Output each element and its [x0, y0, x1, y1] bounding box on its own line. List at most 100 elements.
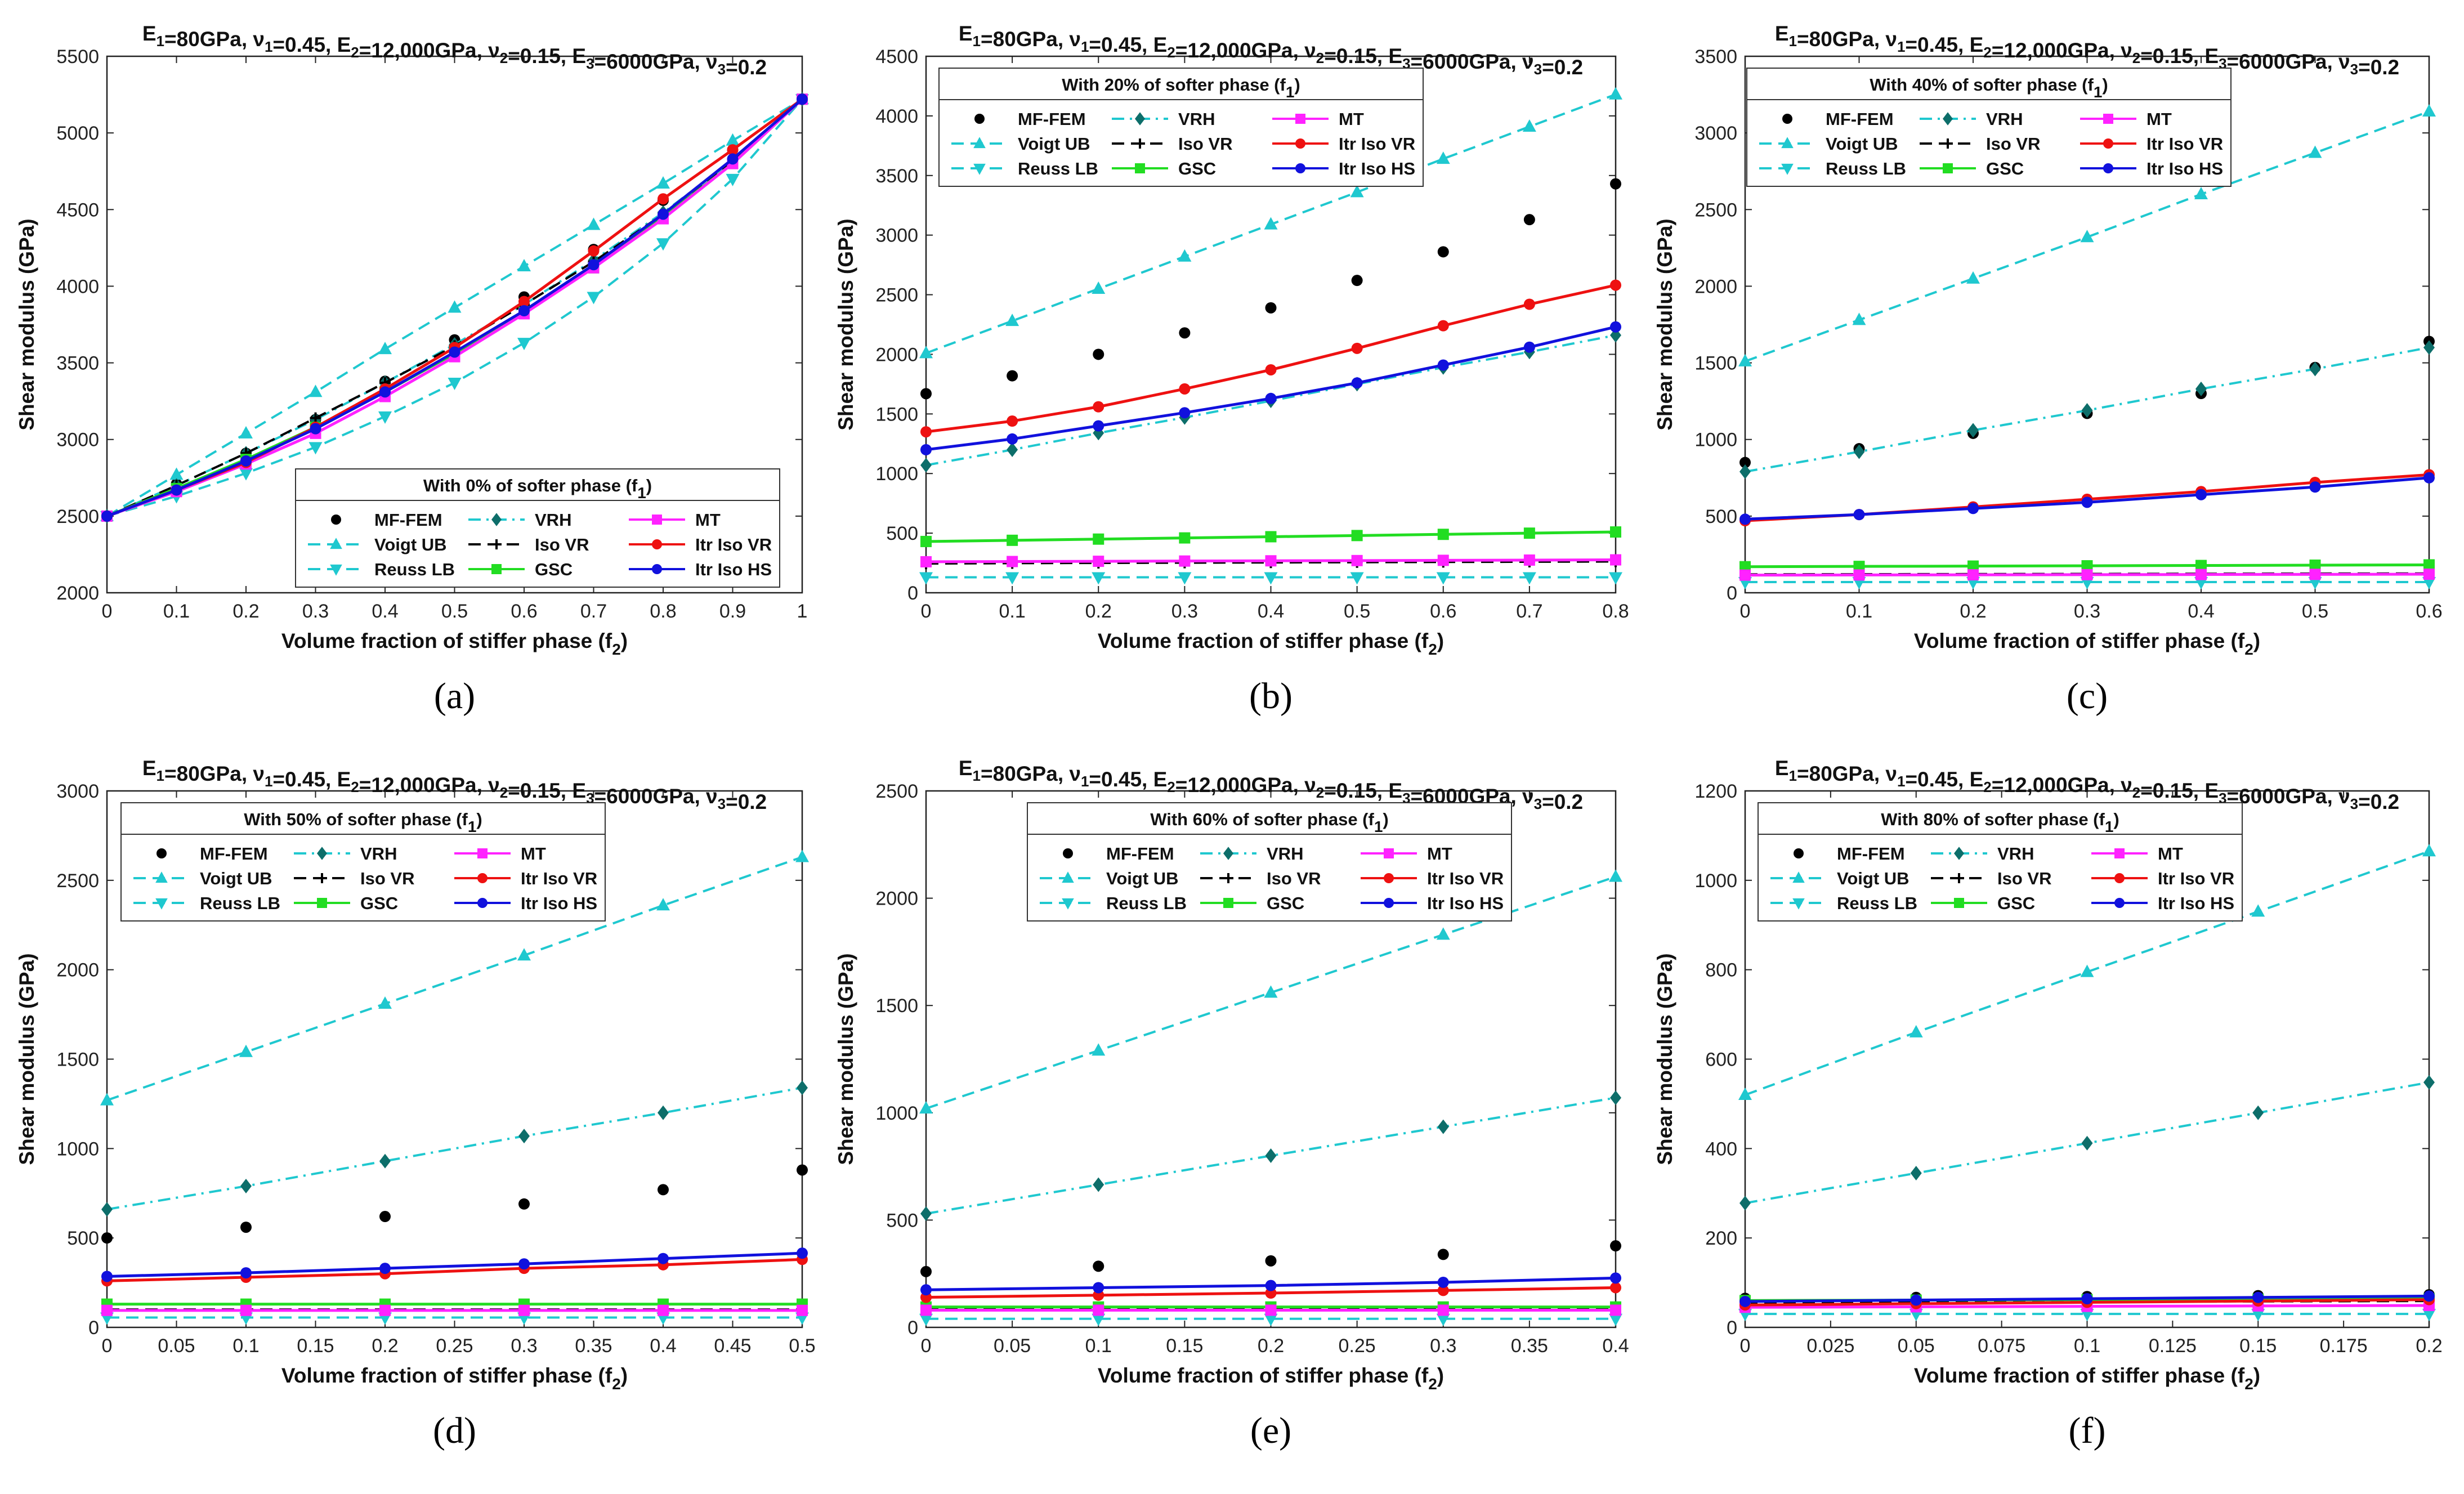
y-tick-label: 200	[1705, 1228, 1737, 1249]
legend-item: Iso VR	[294, 869, 414, 888]
data-point	[797, 93, 808, 105]
data-point	[1738, 1088, 1752, 1101]
data-point	[1093, 420, 1104, 432]
data-point	[1178, 572, 1192, 585]
series-itr-iso-hs	[920, 1272, 1621, 1296]
x-tick-label: 0.1	[2074, 1335, 2100, 1357]
x-tick-label: 0.1	[232, 1335, 259, 1357]
legend-marker	[652, 539, 662, 549]
data-point	[1093, 1282, 1104, 1294]
legend-title: With 50% of softer phase (f1)	[244, 809, 482, 835]
y-tick-label: 3500	[56, 353, 99, 374]
data-point	[1436, 151, 1450, 164]
legend-label: VRH	[1986, 109, 2023, 129]
legend-item: VRH	[294, 844, 397, 864]
data-point	[1909, 1025, 1923, 1037]
data-point	[100, 1093, 114, 1106]
legend-item: VRH	[468, 510, 571, 530]
x-tick-label: 0.9	[719, 601, 746, 622]
data-point	[1265, 302, 1277, 314]
chart-title: E1=80GPa, ν1=0.45, E2=12,000GPa, ν2=0.15…	[142, 757, 767, 813]
data-point	[1007, 370, 1018, 382]
data-point	[1610, 1240, 1621, 1252]
legend-label: Voigt UB	[374, 535, 447, 554]
chart-panel: E1=80GPa, ν1=0.45, E2=12,000GPa, ν2=0.15…	[834, 757, 1629, 1451]
legend-label: MF-FEM	[1837, 844, 1905, 864]
y-tick-label: 500	[886, 523, 918, 544]
legend-marker	[2114, 898, 2125, 908]
series-itr-iso-hs	[920, 321, 1621, 455]
y-tick-label: 0	[907, 1317, 918, 1339]
data-point	[1523, 527, 1535, 539]
series-vrh	[920, 1090, 1621, 1221]
legend-item: Itr Iso VR	[454, 869, 597, 888]
data-point	[2423, 569, 2435, 580]
x-tick-label: 0.5	[2302, 601, 2328, 622]
chart-panel: E1=80GPa, ν1=0.45, E2=12,000GPa, ν2=0.15…	[1653, 757, 2443, 1451]
legend-item: Itr Iso VR	[1361, 869, 1504, 888]
y-axis-label: Shear modulus (GPa)	[1653, 218, 1676, 430]
series-vrh	[101, 1080, 808, 1217]
series-itr-iso-hs	[1739, 472, 2435, 525]
x-tick-label: 0.2	[232, 601, 259, 622]
legend-item: MF-FEM	[1782, 109, 1894, 129]
legend-label: Reuss LB	[1837, 893, 1917, 913]
data-point	[1007, 534, 1018, 546]
data-point	[919, 572, 933, 585]
legend-label: Iso VR	[360, 869, 414, 888]
legend-title: With 80% of softer phase (f1)	[1881, 809, 2119, 835]
y-tick-label: 0	[1727, 1317, 1737, 1339]
legend-label: Voigt UB	[1826, 134, 1898, 154]
legend-marker	[1954, 873, 1964, 883]
series-mf-fem	[920, 178, 1621, 400]
data-point	[1853, 509, 1865, 521]
data-point	[171, 484, 182, 496]
data-point	[920, 1284, 932, 1296]
data-point	[378, 996, 392, 1009]
data-point	[1437, 246, 1449, 258]
x-tick-label: 0.4	[372, 601, 398, 622]
data-point	[1179, 555, 1191, 567]
legend: With 40% of softer phase (f1) MF-FEM VRH MT…	[1746, 68, 2232, 187]
x-tick-label: 0.15	[1166, 1335, 1203, 1357]
x-tick-label: 0.3	[1430, 1335, 1456, 1357]
chart-title: E1=80GPa, ν1=0.45, E2=12,000GPa, ν2=0.15…	[959, 22, 1583, 79]
legend-marker	[973, 137, 986, 149]
y-tick-label: 2500	[875, 781, 918, 802]
y-tick-label: 1500	[1694, 353, 1737, 374]
legend-label: Voigt UB	[1837, 869, 1910, 888]
legend-marker	[1135, 138, 1145, 149]
legend-marker	[155, 871, 168, 883]
data-point	[1853, 444, 1865, 459]
legend-marker	[1223, 898, 1233, 908]
legend-label: VRH	[1178, 109, 1215, 129]
legend-box	[1758, 802, 2243, 922]
legend-title: With 20% of softer phase (f1)	[1062, 75, 1300, 101]
data-point	[1610, 1272, 1621, 1284]
legend-item: MF-FEM	[974, 109, 1086, 129]
legend-item: MT	[2091, 844, 2183, 864]
x-tick-label: 0.3	[302, 601, 329, 622]
data-point	[919, 1313, 933, 1326]
data-point	[1609, 869, 1622, 882]
legend-item: Voigt UB	[1759, 134, 1898, 154]
data-point	[656, 176, 670, 189]
y-tick-label: 2000	[875, 888, 918, 910]
legend-title: With 40% of softer phase (f1)	[1870, 75, 2108, 101]
data-point	[518, 296, 530, 307]
y-tick-label: 1200	[1694, 781, 1737, 802]
data-point	[2423, 340, 2435, 355]
y-tick-label: 5000	[56, 123, 99, 144]
data-point	[2081, 1293, 2093, 1305]
legend-item: Voigt UB	[1770, 869, 1910, 888]
legend-label: Itr Iso VR	[695, 535, 772, 554]
legend-item: MT	[2080, 109, 2172, 129]
legend-label: Itr Iso VR	[521, 869, 597, 888]
series-mt	[920, 554, 1621, 567]
data-point	[1265, 531, 1277, 543]
legend-item: GSC	[468, 560, 573, 579]
data-point	[2080, 964, 2094, 977]
data-point	[1966, 271, 1980, 284]
data-point	[1264, 985, 1278, 998]
